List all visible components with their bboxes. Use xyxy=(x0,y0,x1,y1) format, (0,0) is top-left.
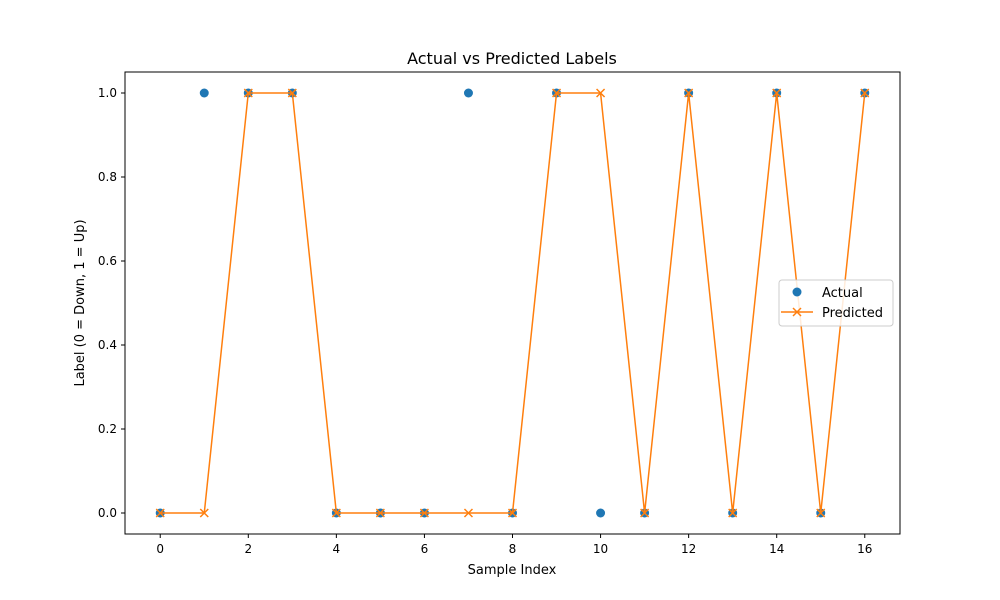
x-tick-label: 6 xyxy=(421,542,429,556)
predicted-point xyxy=(640,508,650,518)
predicted-point xyxy=(596,88,606,98)
y-tick-label: 0.4 xyxy=(98,338,117,352)
y-tick-label: 0.6 xyxy=(98,254,117,268)
y-tick-label: 0.2 xyxy=(98,422,117,436)
series-predicted xyxy=(155,88,870,518)
predicted-point xyxy=(199,508,209,518)
x-tick-label: 12 xyxy=(681,542,696,556)
legend-label-actual: Actual xyxy=(822,286,863,301)
y-axis-label: Label (0 = Down, 1 = Up) xyxy=(73,219,88,386)
predicted-point xyxy=(728,508,738,518)
predicted-point xyxy=(860,88,870,98)
legend: Actual Predicted xyxy=(778,279,894,327)
actual-point xyxy=(199,88,209,98)
predicted-point xyxy=(375,508,385,518)
axes: 0 2 4 6 8 10 12 14 16 0.0 0.2 0.4 0.6 0.8 1.0 xyxy=(98,86,873,556)
legend-marker-actual xyxy=(792,287,802,297)
x-tick-label: 2 xyxy=(244,542,252,556)
x-tick-label: 4 xyxy=(333,542,341,556)
y-tick-label: 0.0 xyxy=(98,506,117,520)
x-tick-label: 10 xyxy=(593,542,608,556)
predicted-point xyxy=(463,508,473,518)
x-tick-label: 14 xyxy=(769,542,784,556)
predicted-point xyxy=(243,88,253,98)
x-tick-label: 8 xyxy=(509,542,517,556)
chart-title: Actual vs Predicted Labels xyxy=(407,49,617,68)
plot-marks xyxy=(155,88,870,518)
predicted-point xyxy=(552,88,562,98)
predicted-point xyxy=(155,508,165,518)
predicted-point xyxy=(331,508,341,518)
predicted-point xyxy=(684,88,694,98)
predicted-point xyxy=(419,508,429,518)
y-tick-label: 1.0 xyxy=(98,86,117,100)
y-tick-label: 0.8 xyxy=(98,170,117,184)
x-axis-label: Sample Index xyxy=(468,563,557,578)
predicted-point xyxy=(816,508,826,518)
x-tick-label: 0 xyxy=(156,542,164,556)
x-tick-label: 16 xyxy=(857,542,872,556)
legend-box xyxy=(778,279,894,327)
actual-point xyxy=(596,508,606,518)
predicted-point xyxy=(507,508,518,518)
plot-frame xyxy=(124,71,901,535)
predicted-point xyxy=(772,88,782,98)
predicted-point xyxy=(287,88,297,98)
legend-marker-predicted xyxy=(792,307,802,317)
actual-point xyxy=(463,88,473,98)
legend-label-predicted: Predicted xyxy=(822,306,883,321)
